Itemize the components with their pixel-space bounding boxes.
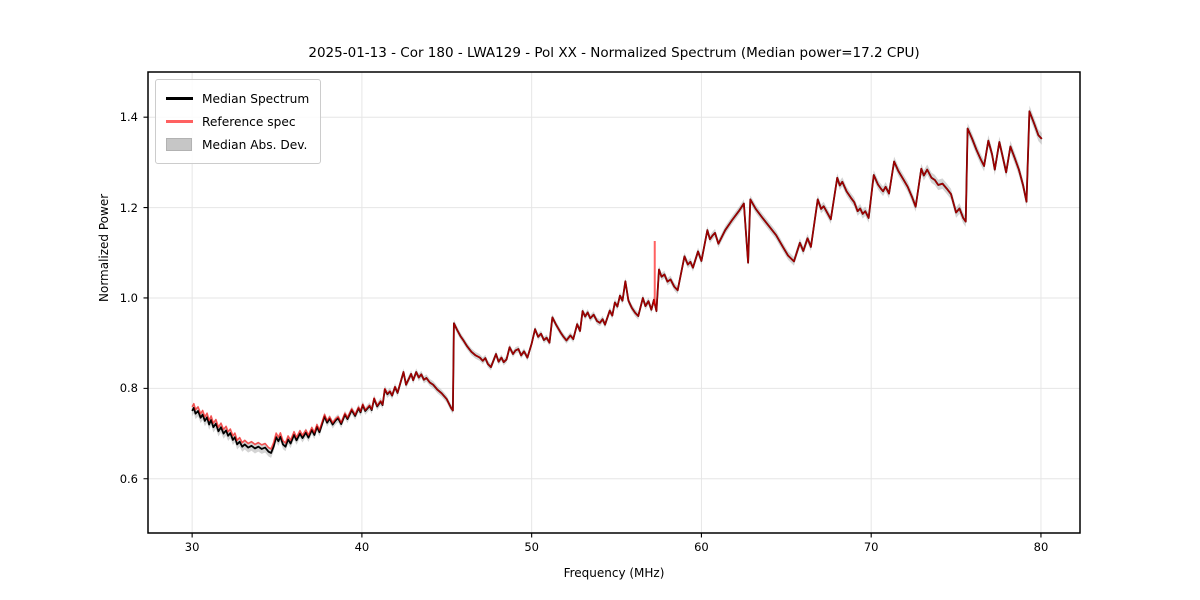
legend-item-label: Reference spec [202,114,296,129]
y-tick-label: 0.6 [119,471,138,486]
legend: Median Spectrum Reference spec Median Abs.… [155,79,322,164]
plot-frame [147,71,1081,534]
y-tick-label: 1.4 [119,110,138,125]
x-tick-label: 80 [1033,540,1049,554]
y-tick-label: 1.2 [119,200,138,215]
x-tick-label: 60 [694,540,709,554]
chart-title: 2025-01-13 - Cor 180 - LWA129 - Pol XX -… [308,45,920,61]
y-tick-label: 1.0 [119,290,138,305]
legend-item: Median Abs. Dev. [166,133,309,156]
x-tick-label: 30 [184,540,200,554]
x-tick-label: 40 [354,540,370,554]
legend-item: Median Spectrum [166,87,309,110]
legend-item-label: Median Spectrum [202,91,310,106]
gridlines [148,72,1080,533]
y-tick-label: 0.8 [119,381,138,396]
legend-line-swatch [166,97,193,100]
legend-patch-swatch [166,138,193,151]
legend-item: Reference spec [166,110,309,133]
reference-spec-line [191,110,1043,450]
x-tick-label: 50 [524,540,539,554]
legend-item-label: Median Abs. Dev. [202,137,308,152]
x-axis-label: Frequency (MHz) [563,566,665,580]
legend-line-swatch [166,120,193,123]
axis-ticks [143,116,1042,538]
x-tick-label: 70 [863,540,879,554]
